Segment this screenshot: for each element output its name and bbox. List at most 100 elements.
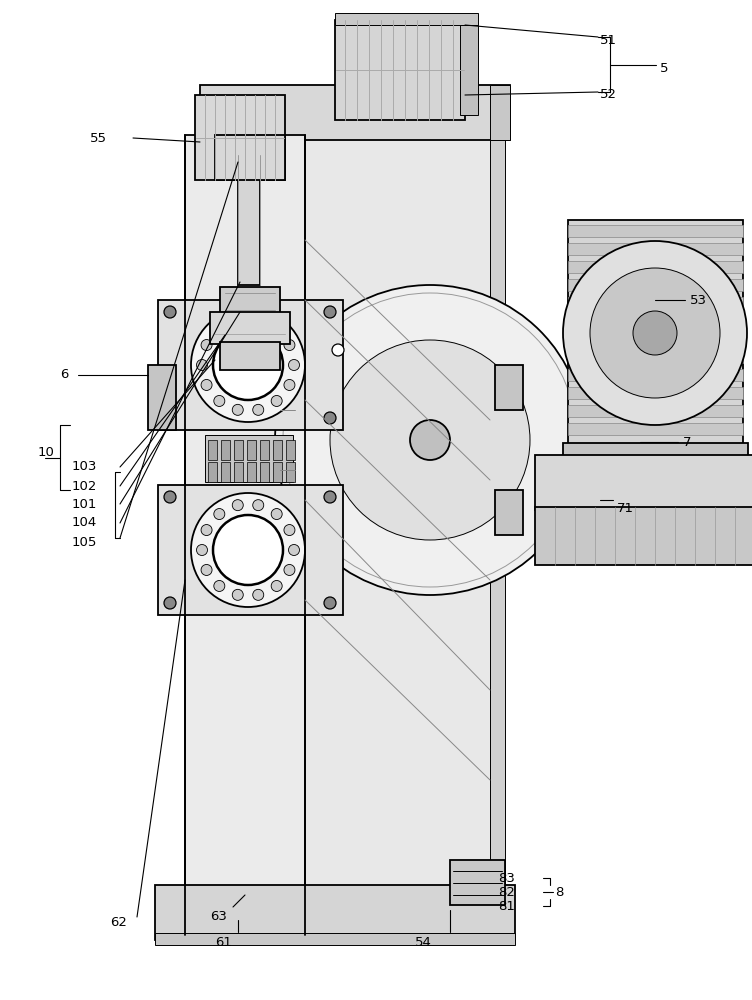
Circle shape xyxy=(289,544,299,556)
Text: 83: 83 xyxy=(498,871,515,884)
Circle shape xyxy=(271,509,282,520)
Bar xyxy=(300,90,500,940)
Circle shape xyxy=(191,308,305,422)
Bar xyxy=(563,443,748,473)
Circle shape xyxy=(214,509,225,520)
Bar xyxy=(713,470,743,495)
Bar xyxy=(148,365,176,430)
Bar xyxy=(535,507,752,565)
Text: 52: 52 xyxy=(600,89,617,102)
Circle shape xyxy=(324,412,336,424)
Bar xyxy=(460,25,478,115)
Circle shape xyxy=(201,340,212,351)
Text: 51: 51 xyxy=(600,33,617,46)
Bar xyxy=(158,485,343,615)
Circle shape xyxy=(324,491,336,503)
Circle shape xyxy=(191,493,305,607)
Text: 102: 102 xyxy=(72,480,97,492)
Text: 104: 104 xyxy=(72,516,97,530)
Bar xyxy=(568,369,743,381)
Text: 101: 101 xyxy=(72,497,97,510)
Bar xyxy=(568,387,743,399)
Text: 82: 82 xyxy=(498,886,515,898)
Circle shape xyxy=(201,525,212,536)
Bar xyxy=(490,85,510,140)
Bar xyxy=(273,462,282,482)
Bar xyxy=(495,365,523,410)
Bar xyxy=(568,315,743,327)
Text: 8: 8 xyxy=(555,886,563,898)
Bar xyxy=(155,933,515,945)
Bar xyxy=(568,297,743,309)
Text: 7: 7 xyxy=(683,436,692,448)
Bar xyxy=(221,440,230,460)
Circle shape xyxy=(214,324,225,335)
Bar xyxy=(495,490,523,535)
Circle shape xyxy=(164,306,176,318)
Circle shape xyxy=(214,395,225,406)
Text: 53: 53 xyxy=(690,294,707,306)
Bar xyxy=(215,135,285,180)
Text: 105: 105 xyxy=(72,536,97,548)
Bar xyxy=(335,13,478,25)
Bar xyxy=(247,440,256,460)
Circle shape xyxy=(330,340,530,540)
Circle shape xyxy=(271,580,282,591)
Text: 6: 6 xyxy=(60,368,68,381)
Circle shape xyxy=(213,330,283,400)
Circle shape xyxy=(275,285,585,595)
Bar xyxy=(335,20,465,120)
Bar xyxy=(568,470,598,495)
Bar xyxy=(155,885,515,940)
Circle shape xyxy=(196,544,208,556)
Circle shape xyxy=(289,360,299,370)
Bar xyxy=(568,351,743,363)
Bar xyxy=(568,225,743,237)
Circle shape xyxy=(410,420,450,460)
Bar xyxy=(221,462,230,482)
Circle shape xyxy=(201,379,212,390)
Circle shape xyxy=(214,580,225,591)
Bar xyxy=(535,455,752,510)
Circle shape xyxy=(332,344,344,356)
Circle shape xyxy=(232,589,243,600)
Bar xyxy=(234,462,243,482)
Bar xyxy=(286,440,295,460)
Circle shape xyxy=(284,340,295,351)
Text: 103: 103 xyxy=(72,460,97,474)
Bar xyxy=(260,440,269,460)
Text: 63: 63 xyxy=(210,910,227,924)
Bar xyxy=(568,333,743,345)
Bar xyxy=(185,135,305,935)
Circle shape xyxy=(284,379,295,390)
Circle shape xyxy=(253,315,264,326)
Circle shape xyxy=(164,412,176,424)
Circle shape xyxy=(253,404,264,415)
Bar xyxy=(208,440,217,460)
Bar xyxy=(210,312,290,344)
Bar xyxy=(195,95,285,180)
Bar xyxy=(200,85,510,140)
Bar xyxy=(205,435,293,482)
Circle shape xyxy=(563,241,747,425)
Text: 55: 55 xyxy=(90,131,107,144)
Bar xyxy=(490,90,505,940)
Circle shape xyxy=(253,589,264,600)
Text: 61: 61 xyxy=(215,936,232,948)
Circle shape xyxy=(590,268,720,398)
Bar xyxy=(450,860,505,905)
Circle shape xyxy=(232,500,243,511)
Text: 54: 54 xyxy=(415,936,432,948)
Text: 10: 10 xyxy=(38,446,55,458)
Text: 81: 81 xyxy=(498,900,515,912)
Circle shape xyxy=(164,491,176,503)
Bar xyxy=(568,261,743,273)
Bar xyxy=(220,342,280,370)
Bar xyxy=(568,279,743,291)
Circle shape xyxy=(271,324,282,335)
Text: 71: 71 xyxy=(617,502,634,514)
Circle shape xyxy=(284,525,295,536)
Circle shape xyxy=(271,395,282,406)
Circle shape xyxy=(232,315,243,326)
Text: 5: 5 xyxy=(660,62,669,75)
